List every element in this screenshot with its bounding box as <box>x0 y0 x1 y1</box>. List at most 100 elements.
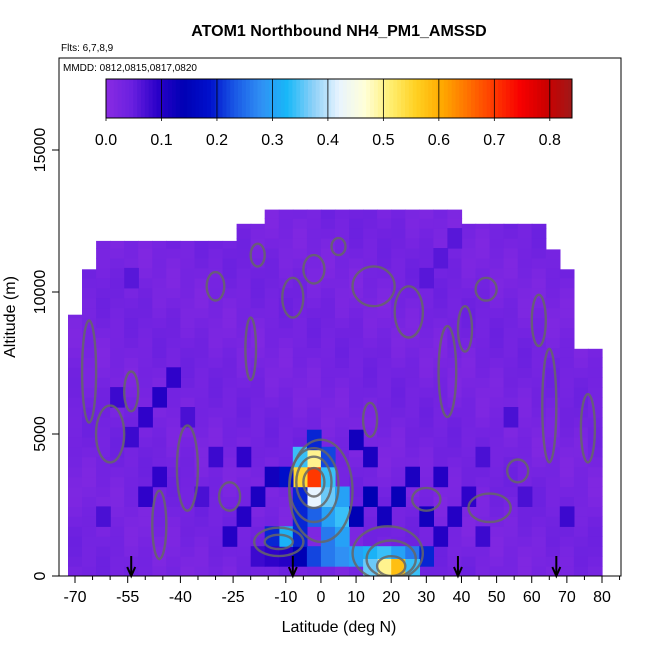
heat-cell <box>405 248 420 259</box>
heat-cell <box>433 486 449 497</box>
heat-cell <box>138 377 153 388</box>
heat-cell <box>391 317 406 329</box>
colorbar-segment <box>245 79 251 118</box>
contour-line <box>94 404 126 464</box>
heat-cell <box>559 556 575 567</box>
heat-cell <box>68 426 83 438</box>
heat-cell <box>559 377 575 388</box>
heat-cell <box>405 417 420 428</box>
heat-cell <box>82 387 97 398</box>
contour-line <box>205 270 226 302</box>
heat-cell <box>559 436 575 448</box>
heat-cell <box>166 277 181 289</box>
heat-cell <box>222 297 238 309</box>
heat-cell <box>433 546 449 557</box>
heat-cell <box>68 417 83 428</box>
heat-cell <box>363 297 378 309</box>
heat-cell-enhanced <box>461 486 477 507</box>
y-tick-label: 15000 <box>32 128 49 173</box>
heat-cell <box>517 436 533 448</box>
heat-cell <box>82 506 97 517</box>
heat-cell <box>68 526 83 537</box>
heat-cell <box>377 327 392 338</box>
heat-cell <box>475 347 491 358</box>
heat-cell <box>475 377 491 388</box>
heat-cell <box>391 307 406 319</box>
heat-cell <box>335 307 350 319</box>
heat-cell <box>236 546 252 557</box>
heat-cell <box>391 476 406 488</box>
heat-cell <box>180 496 196 507</box>
heat-cell <box>194 240 210 249</box>
heat-cell <box>461 248 477 259</box>
heat-cell <box>377 446 392 458</box>
heat-cell-enhanced <box>236 446 252 468</box>
heat-cell <box>222 417 238 428</box>
heat-cell <box>559 456 575 468</box>
heat-cell <box>391 218 406 229</box>
heat-cell <box>96 556 111 567</box>
heat-cell <box>180 436 196 448</box>
heat-cell <box>138 536 153 547</box>
heat-cell <box>531 317 547 329</box>
heat-cell <box>545 277 561 289</box>
heat-cell <box>517 536 533 547</box>
heat-cell <box>447 486 463 497</box>
heat-cell <box>278 287 294 299</box>
contour-line <box>579 392 597 464</box>
heat-cell <box>559 486 575 497</box>
heat-cell <box>250 367 266 378</box>
heat-cell <box>377 277 392 289</box>
colorbar-segment <box>513 79 519 118</box>
heat-cell <box>545 267 561 279</box>
heat-cell <box>503 297 519 309</box>
heat-cell <box>306 417 322 428</box>
contour-line <box>393 285 425 339</box>
heat-cell <box>419 317 434 329</box>
heat-cell <box>433 267 449 279</box>
heat-cell <box>531 407 547 418</box>
heat-cell <box>110 536 125 547</box>
heat-cell <box>292 327 308 338</box>
heat-cell <box>222 387 238 398</box>
heat-cell <box>475 238 491 249</box>
heat-cell <box>489 536 505 547</box>
colorbar-segment <box>191 79 196 118</box>
heat-cell <box>545 417 561 428</box>
heat-cell <box>264 516 280 527</box>
heat-cell <box>391 506 406 517</box>
heat-cell <box>489 337 505 348</box>
contour-line <box>506 458 530 484</box>
heat-cell <box>264 566 280 576</box>
heat-cell <box>419 407 434 418</box>
colorbar-segment <box>439 79 445 118</box>
colorbar-segment <box>486 79 491 118</box>
heat-cell <box>320 347 336 358</box>
heat-cell <box>405 277 420 289</box>
heat-cell <box>377 466 392 478</box>
colorbar-segment <box>509 79 515 118</box>
x-tick-label: 60 <box>523 589 541 606</box>
heat-cell <box>545 506 561 517</box>
heat-cell <box>68 436 83 448</box>
heat-cell <box>405 257 420 269</box>
heat-cell <box>236 367 252 378</box>
heat-cell <box>559 407 575 418</box>
heat-cell <box>475 556 491 567</box>
heat-cell <box>587 506 603 517</box>
heat-cell <box>587 397 603 408</box>
heat-cell <box>68 397 83 408</box>
heat-cell <box>82 287 97 299</box>
heat-cell <box>306 218 322 229</box>
heat-cell <box>503 317 519 329</box>
heat-cell <box>180 516 196 527</box>
heat-cell <box>180 466 196 478</box>
heat-cell <box>236 347 252 358</box>
heat-cell <box>166 267 181 279</box>
heat-cell <box>573 348 589 358</box>
heat-cell <box>264 456 280 468</box>
heat-cell <box>250 277 266 289</box>
colorbar-segment <box>327 79 332 118</box>
heat-cell <box>166 546 181 557</box>
colorbar-segment <box>346 79 352 118</box>
